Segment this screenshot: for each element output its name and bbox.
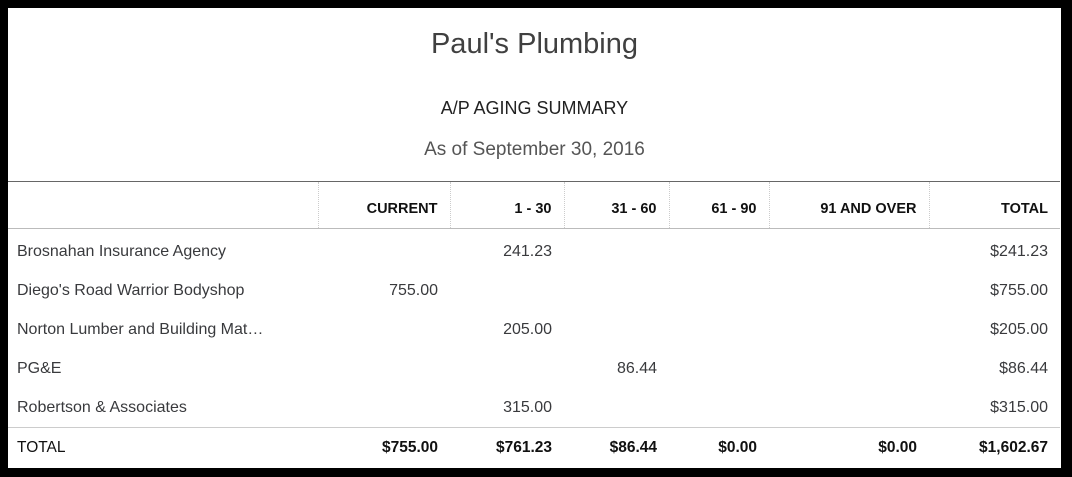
cell-91-and-over [769,388,929,428]
header-row: CURRENT 1 - 30 31 - 60 61 - 90 91 AND OVER TO… [8,181,1060,229]
cell-total[interactable]: $205.00 [990,320,1048,338]
total-total[interactable]: $1,602.67 [929,427,1060,467]
cell-current [318,388,450,428]
total-61-90[interactable]: $0.00 [669,427,769,467]
cell-total[interactable]: $86.44 [999,359,1048,377]
cell-total[interactable]: $755.00 [990,281,1048,299]
cell-61-90 [669,229,769,272]
total-label: TOTAL [8,427,318,467]
cell-1-30[interactable]: 241.23 [503,242,552,260]
cell-91-and-over [769,229,929,272]
cell-31-60 [564,388,669,428]
cell-current [318,310,450,349]
report-title: A/P AGING SUMMARY [440,98,629,118]
cell-61-90 [669,388,769,428]
column-header-31-60[interactable]: 31 - 60 [563,181,669,229]
cell-1-30[interactable]: 315.00 [503,398,552,416]
cell-91-and-over [769,349,929,388]
column-header-91-and-over[interactable]: 91 AND OVER [768,181,929,229]
total-row: TOTAL $755.00 $761.23 $86.44 $0.00 $0.00 $1,60… [8,427,1060,467]
cell-61-90 [669,310,769,349]
cell-1-30 [450,271,564,310]
table-row: Norton Lumber and Building Mat… 205.00 $20… [8,310,1060,349]
vendor-name[interactable]: Diego's Road Warrior Bodyshop [17,281,245,299]
cell-current [318,229,450,272]
report-date: As of September 30, 2016 [424,139,645,160]
table-row: Robertson & Associates 315.00 $315.00 [8,388,1060,428]
cell-91-and-over [769,271,929,310]
cell-31-60 [564,310,669,349]
column-header-61-90[interactable]: 61 - 90 [668,181,769,229]
cell-current [318,349,450,388]
vendor-name[interactable]: PG&E [17,359,62,377]
cell-1-30 [450,349,564,388]
vendor-name[interactable]: Brosnahan Insurance Agency [17,242,227,260]
cell-61-90 [669,271,769,310]
cell-61-90 [669,349,769,388]
company-name: Paul's Plumbing [430,28,639,60]
cell-total[interactable]: $241.23 [990,242,1048,260]
aging-table: CURRENT 1 - 30 31 - 60 61 - 90 91 AND OVER TO… [8,181,1060,467]
column-header-total[interactable]: TOTAL [928,181,1060,229]
total-current[interactable]: $755.00 [318,427,450,467]
table-row: PG&E 86.44 $86.44 [8,349,1060,388]
column-header-1-30[interactable]: 1 - 30 [449,181,564,229]
vendor-name[interactable]: Robertson & Associates [17,398,187,416]
total-31-60[interactable]: $86.44 [564,427,669,467]
cell-current[interactable]: 755.00 [389,281,438,299]
column-header-vendor [8,181,318,229]
vendor-name[interactable]: Norton Lumber and Building Mat… [17,320,264,338]
cell-91-and-over [769,310,929,349]
cell-31-60 [564,229,669,272]
table-row: Brosnahan Insurance Agency 241.23 $241.23 [8,229,1060,272]
cell-31-60[interactable]: 86.44 [616,359,657,377]
cell-31-60 [564,271,669,310]
column-header-current[interactable]: CURRENT [317,181,450,229]
total-91-and-over[interactable]: $0.00 [769,427,929,467]
cell-1-30[interactable]: 205.00 [503,320,552,338]
table-row: Diego's Road Warrior Bodyshop 755.00 $755.… [8,271,1060,310]
cell-total[interactable]: $315.00 [990,398,1048,416]
total-1-30[interactable]: $761.23 [450,427,564,467]
report-panel: Paul's Plumbing A/P AGING SUMMARY As of … [8,8,1061,468]
